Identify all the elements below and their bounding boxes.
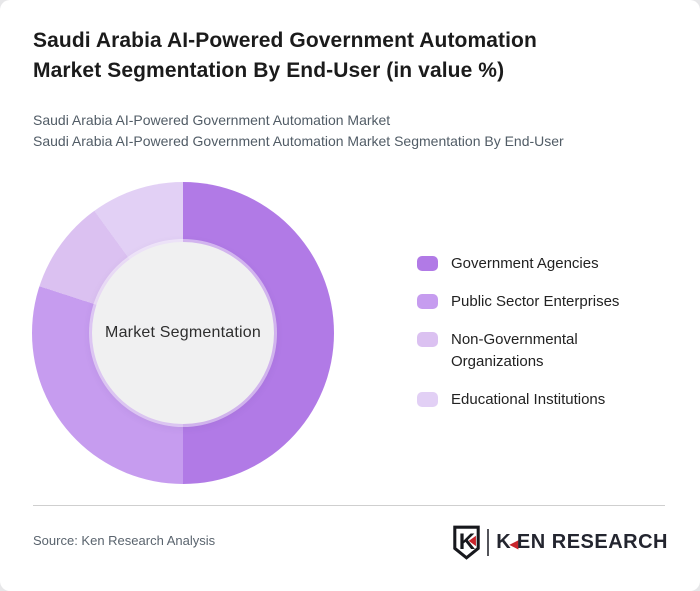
legend-item: Non-Governmental Organizations xyxy=(417,329,669,373)
legend-item: Public Sector Enterprises xyxy=(417,291,669,313)
footer-divider xyxy=(33,505,665,506)
donut-center: Market Segmentation xyxy=(92,242,274,424)
wordmark-k: K xyxy=(496,531,512,553)
legend-swatch xyxy=(417,332,438,347)
legend-swatch xyxy=(417,256,438,271)
legend-label: Non-Governmental Organizations xyxy=(451,331,578,370)
legend: Government Agencies Public Sector Enterp… xyxy=(417,253,669,411)
donut-center-label: Market Segmentation xyxy=(105,324,261,341)
subtitle-line-2: Saudi Arabia AI-Powered Government Autom… xyxy=(33,133,564,149)
ken-research-wordmark: K ◀ EN RESEARCH xyxy=(496,531,668,554)
legend-item: Government Agencies xyxy=(417,253,669,275)
wordmark-red-triangle-icon: ◀ xyxy=(509,536,519,551)
ken-research-logo: K K ◀ EN RESEARCH xyxy=(453,525,668,560)
subtitle-line-1: Saudi Arabia AI-Powered Government Autom… xyxy=(33,112,391,128)
source-note: Source: Ken Research Analysis xyxy=(33,533,216,548)
svg-text:K: K xyxy=(459,529,476,554)
legend-swatch xyxy=(417,294,438,309)
chart-subtitles: Saudi Arabia AI-Powered Government Autom… xyxy=(33,110,683,152)
legend-label: Public Sector Enterprises xyxy=(451,293,620,310)
legend-label: Government Agencies xyxy=(451,255,599,272)
legend-swatch xyxy=(417,392,438,407)
legend-item: Educational Institutions xyxy=(417,389,669,411)
page-title: Saudi Arabia AI-Powered Government Autom… xyxy=(33,29,537,82)
ken-research-shield-icon: K xyxy=(453,525,480,560)
legend-label: Educational Institutions xyxy=(451,391,606,408)
logo-divider xyxy=(486,529,490,556)
wordmark-rest: EN RESEARCH xyxy=(516,531,668,553)
donut-chart: Market Segmentation xyxy=(32,182,334,484)
